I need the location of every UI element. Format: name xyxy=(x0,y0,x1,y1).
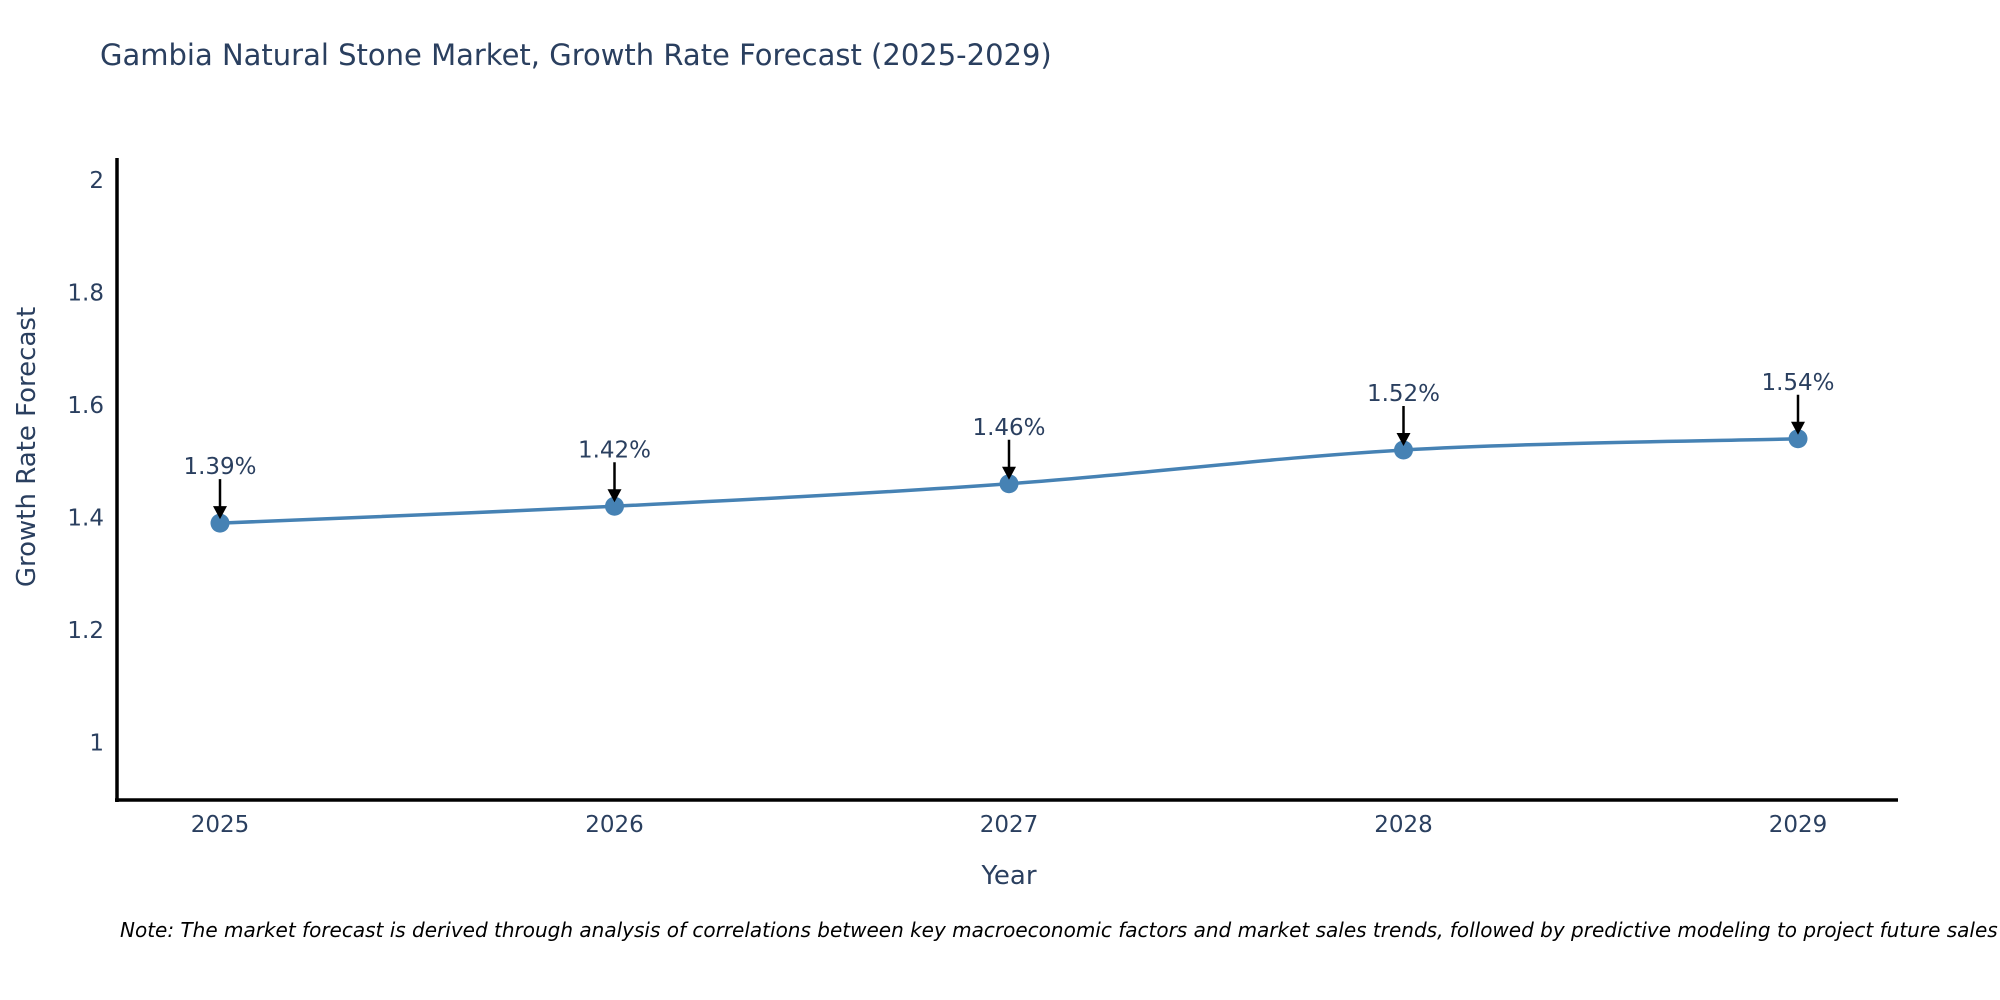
point-annotation-label: 1.42% xyxy=(578,437,651,463)
data-point-marker xyxy=(605,496,624,516)
point-annotation-label: 1.52% xyxy=(1367,381,1440,407)
y-tick-label: 1.4 xyxy=(67,506,104,532)
data-point-marker xyxy=(1788,429,1808,449)
data-point-marker xyxy=(999,474,1019,494)
x-tick-label: 2029 xyxy=(1769,812,1828,838)
y-tick-label: 1.2 xyxy=(67,618,104,644)
data-point-marker xyxy=(210,513,230,533)
y-tick-label: 1.8 xyxy=(67,281,104,307)
x-tick-label: 2028 xyxy=(1374,812,1433,838)
chart-title: Gambia Natural Stone Market, Growth Rate… xyxy=(100,38,1052,72)
point-annotation-label: 1.46% xyxy=(972,415,1045,441)
x-tick-label: 2025 xyxy=(191,812,250,838)
annotation-arrowhead xyxy=(1791,421,1805,435)
y-tick-label: 1 xyxy=(89,731,104,757)
point-annotation-label: 1.54% xyxy=(1761,370,1834,396)
point-annotation-label: 1.39% xyxy=(183,454,256,480)
chart-note: Note: The market forecast is derived thr… xyxy=(120,918,1998,942)
annotation-arrowhead xyxy=(213,506,227,520)
y-tick-label: 2 xyxy=(89,168,104,194)
annotation-arrowhead xyxy=(1396,433,1411,446)
x-axis-title: Year xyxy=(981,861,1037,891)
x-tick-label: 2027 xyxy=(980,812,1039,838)
annotation-arrowhead xyxy=(607,489,622,503)
x-tick-label: 2026 xyxy=(585,812,644,838)
data-point-marker xyxy=(1394,440,1413,460)
annotation-arrowhead xyxy=(1002,466,1016,480)
y-tick-label: 1.6 xyxy=(67,393,104,419)
